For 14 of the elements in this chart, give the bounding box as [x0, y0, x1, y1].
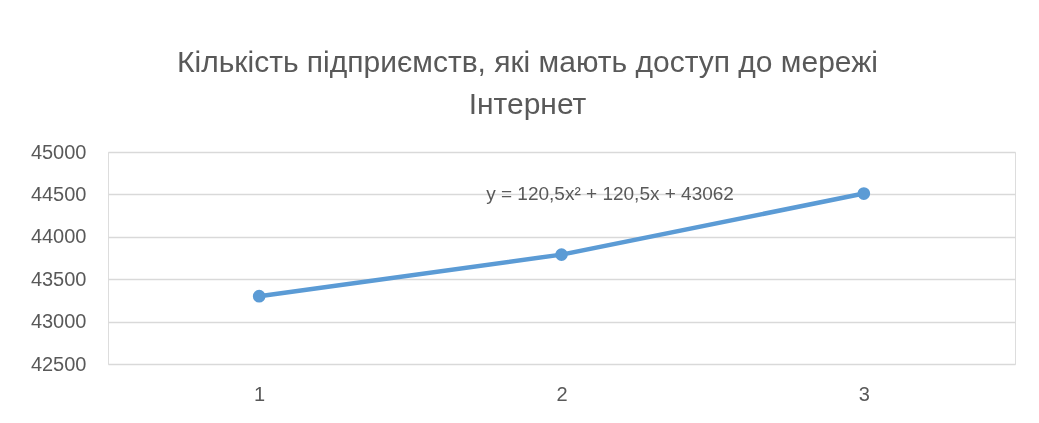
y-tick-label: 42500 [30, 352, 87, 375]
chart-title: Кількість підприємств, які мають доступ до мережі Інтернет [177, 45, 878, 120]
y-tick-label: 45000 [30, 140, 87, 163]
x-tick-label: 3 [858, 382, 870, 405]
annotation: y = 120,5x² + 120,5x + 43062 [486, 183, 734, 205]
x-tick-label: 1 [254, 382, 266, 405]
y-tick-label: 44000 [30, 225, 87, 248]
y-tick-label: 43500 [30, 267, 87, 290]
y-tick-label: 44500 [30, 182, 87, 205]
point [857, 187, 871, 200]
x-tick-label: 2 [556, 382, 568, 405]
point [555, 248, 568, 261]
y-tick-label: 43000 [30, 310, 87, 333]
point [252, 289, 266, 303]
